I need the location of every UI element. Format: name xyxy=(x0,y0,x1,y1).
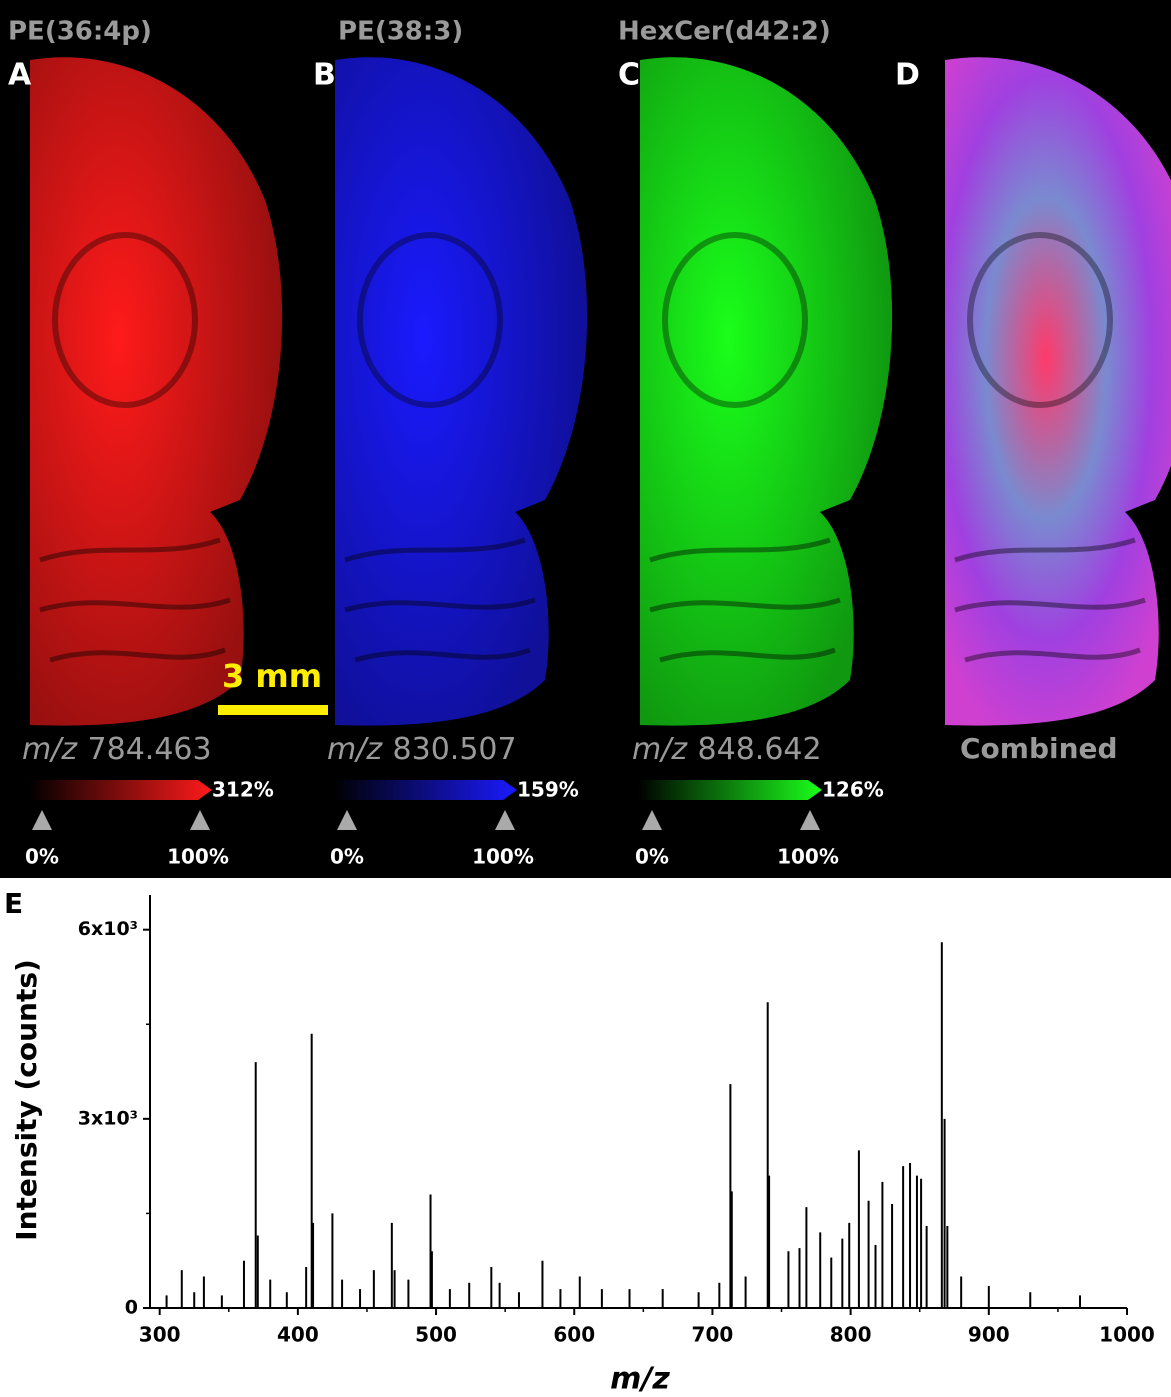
y-axis-title: Intensity (counts) xyxy=(10,959,43,1241)
mz-prefix: m/z xyxy=(22,732,78,767)
scale-bar: 3 mm xyxy=(218,657,328,715)
scale-bar-label: 3 mm xyxy=(222,657,322,695)
cerebellum-folds xyxy=(39,537,231,663)
cerebellum-folds xyxy=(954,537,1146,663)
scale-low-label: 0% xyxy=(330,845,364,869)
brain-section xyxy=(640,57,893,726)
mz-label: m/z 848.642 xyxy=(632,732,822,767)
tissue-image xyxy=(640,57,893,726)
x-tick-label: 400 xyxy=(277,1323,319,1347)
mz-label: m/z 830.507 xyxy=(327,732,517,767)
colorbar xyxy=(28,780,212,800)
x-axis-title: m/z xyxy=(610,1362,670,1397)
scale-high-label: 100% xyxy=(167,845,229,869)
x-tick-label: 700 xyxy=(692,1323,734,1347)
scale-low-label: 0% xyxy=(635,845,669,869)
x-tick-label: 500 xyxy=(415,1323,457,1347)
panel-label: E xyxy=(4,887,23,920)
cerebellum-folds xyxy=(649,537,841,663)
tissue-image xyxy=(30,57,283,726)
hippocampus xyxy=(662,232,808,408)
hippocampus xyxy=(967,232,1113,408)
mz-value: 848.642 xyxy=(698,732,822,767)
mz-prefix: m/z xyxy=(327,732,383,767)
panel-title: HexCer(d42:2) xyxy=(618,17,831,47)
x-tick-label: 800 xyxy=(830,1323,872,1347)
tissue-image xyxy=(945,57,1171,726)
mz-prefix: m/z xyxy=(632,732,688,767)
panel: D Combined xyxy=(895,57,1171,765)
panel-title: PE(38:3) xyxy=(338,17,463,47)
colorbar-max: 159% xyxy=(517,778,579,802)
scale-high-label: 100% xyxy=(472,845,534,869)
cerebellum-folds xyxy=(344,537,536,663)
x-tick-label: 600 xyxy=(553,1323,595,1347)
panel-letter: D xyxy=(895,58,920,93)
brain-section xyxy=(335,57,588,726)
tissue-image xyxy=(335,57,588,726)
colorbar-max: 126% xyxy=(822,778,884,802)
colorbar-max: 312% xyxy=(212,778,274,802)
y-tick-label: 3x10³ xyxy=(78,1107,138,1129)
marker-high xyxy=(800,810,820,830)
x-tick-label: 900 xyxy=(968,1323,1010,1347)
panel-letter: A xyxy=(8,58,32,93)
x-tick-label: 1000 xyxy=(1099,1323,1155,1347)
mz-label: m/z 784.463 xyxy=(22,732,212,767)
hippocampus xyxy=(357,232,503,408)
panel-letter: B xyxy=(313,58,336,93)
marker-low xyxy=(337,810,357,830)
hippocampus xyxy=(52,232,198,408)
marker-high xyxy=(495,810,515,830)
brain-section xyxy=(945,57,1171,726)
y-tick-label: 0 xyxy=(125,1297,138,1319)
y-tick-label: 6x10³ xyxy=(78,918,138,940)
marker-high xyxy=(190,810,210,830)
colorbar xyxy=(638,780,822,800)
panel-label: Combined xyxy=(960,732,1118,765)
marker-low xyxy=(32,810,52,830)
panel-letter: C xyxy=(618,58,640,93)
mz-value: 830.507 xyxy=(393,732,517,767)
brain-section xyxy=(30,57,283,726)
x-tick-label: 300 xyxy=(139,1323,181,1347)
marker-low xyxy=(642,810,662,830)
scale-bar-line xyxy=(218,705,328,715)
mz-value: 784.463 xyxy=(88,732,212,767)
colorbar xyxy=(333,780,517,800)
panel-title: PE(36:4p) xyxy=(8,17,152,47)
scale-low-label: 0% xyxy=(25,845,59,869)
scale-high-label: 100% xyxy=(777,845,839,869)
